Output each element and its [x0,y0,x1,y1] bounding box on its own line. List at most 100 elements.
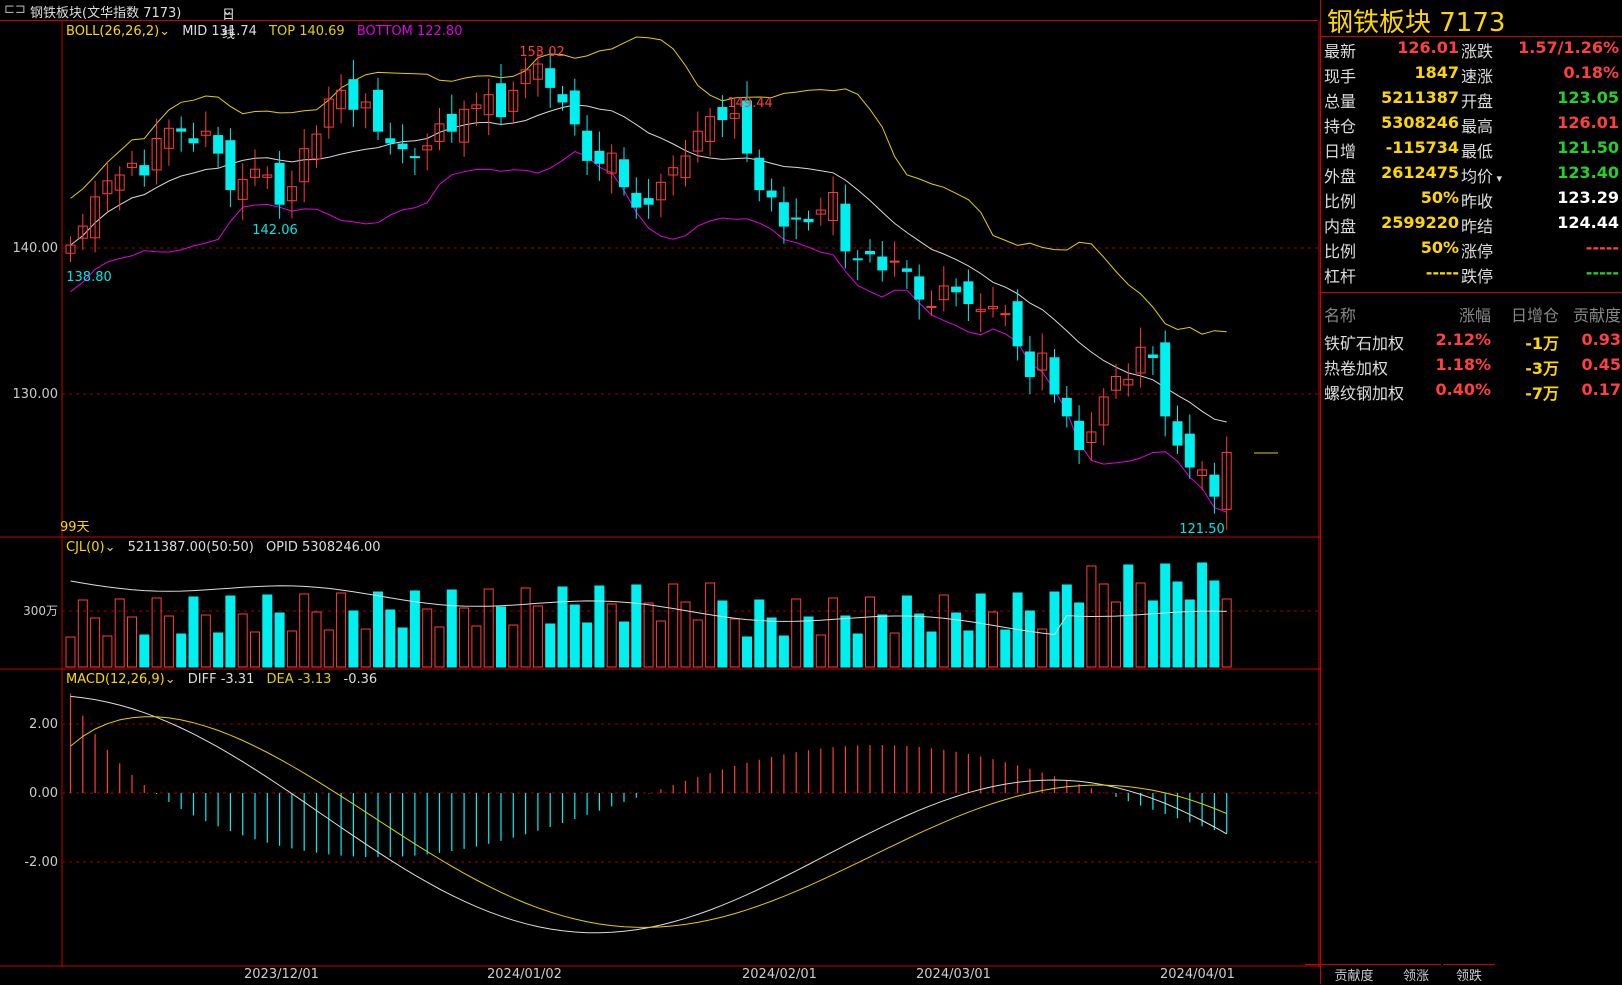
xaxis-label: 2024/04/01 [1160,967,1235,982]
quote-value: 5211387 [1381,88,1459,107]
candle [250,168,260,178]
table-header: 名称 [1324,306,1357,325]
volume-bar [385,609,396,668]
volume-bar [1061,584,1072,668]
instrument-title: 钢铁板块(文华指数 7173) [30,6,182,21]
volume-bar [409,590,420,668]
volume-bar [631,584,642,668]
volume-bar [606,603,617,668]
volume-bar [77,599,88,668]
tab-lead-down[interactable]: 领跌 [1443,964,1495,985]
candle [151,138,162,171]
quote-value: 124.44 [1557,213,1619,232]
volume-bar [102,635,113,668]
chart-area[interactable]: 140.00 130.00 300万 2.00 0.00 -2.00 BOLL(… [0,21,1320,967]
quote-value: -115734 [1385,138,1459,157]
tab-contrib[interactable]: 贡献度 [1305,964,1403,985]
chevron-down-icon: ⌄ [159,24,170,39]
candle [77,225,88,239]
quote-row: 内盘 2599220 昨结 124.44 [1321,213,1622,239]
volume-bar [1098,583,1109,668]
macd-series [69,693,1228,934]
volume-bar [766,617,777,668]
volume-bars [65,562,1232,668]
quote-value: 1847 [1414,63,1459,82]
macd-yaxis-0: 0.00 [29,786,58,801]
quote-label: 最高 [1461,117,1494,136]
candle [65,244,76,254]
candle [90,196,101,239]
volume-bar [200,614,211,668]
volume-bar [1074,602,1085,668]
quote-label: 速涨 [1461,67,1494,86]
candle [336,89,347,110]
macd-yaxis-m2: -2.00 [24,855,58,870]
candle [225,140,236,191]
candle [545,68,556,88]
candle [742,100,752,154]
volume-bar [188,596,199,668]
table-cell: 2.12% [1435,330,1491,349]
volume-bar [1172,581,1183,668]
boll-legend[interactable]: BOLL(26,26,2)⌄ MID 131.74 TOP 140.69 BOT… [66,24,462,39]
quote-label: 总量 [1324,92,1357,111]
tab-lead-up[interactable]: 领涨 [1391,964,1441,985]
volume-bar [545,623,556,668]
candle [459,108,470,143]
candle [1135,346,1146,374]
chevron-down-icon[interactable]: ▾ [1493,172,1503,185]
candle [262,174,273,178]
volume-bar [299,593,310,668]
volume-bar [434,626,445,668]
candle [901,268,912,272]
candle [311,133,322,160]
days-label: 99天 [60,520,90,535]
candle [434,123,445,142]
candle [840,203,851,252]
candle [102,180,113,195]
quote-value: 1.57/1.26% [1518,38,1619,57]
candle [619,159,629,188]
table-cell: 0.93 [1581,330,1621,349]
cjl-legend[interactable]: CJL(0)⌄ 5211387.00(50:50) OPID 5308246.0… [66,540,381,555]
volume-bar [1000,629,1011,668]
candle [1123,378,1134,386]
volume-bar [1111,601,1121,668]
candle [139,165,150,176]
volume-bar [889,632,900,668]
volume-bar [360,628,371,668]
quote-row: 杠杆 ----- 跌停 ----- [1321,263,1622,289]
quote-value: 123.40 [1557,163,1619,182]
volume-bar [778,635,789,668]
volume-bar [1197,562,1208,668]
quote-row: 持仓 5308246 最高 126.01 [1321,113,1622,139]
volume-bar [422,608,433,668]
candle [631,192,642,208]
volume-bar [938,594,949,668]
window-icon[interactable]: ⊏⊐ [4,2,26,17]
quote-label: 比例 [1324,242,1357,261]
candle [237,178,248,200]
volume-bar [336,592,347,668]
volume-bar [483,588,494,668]
quote-value: 126.01 [1397,38,1459,57]
volume-bar [914,613,925,668]
quote-row: 现手 1847 速涨 0.18% [1321,63,1622,89]
volume-bar [828,597,839,668]
candle [951,286,962,293]
volume-bar [729,618,740,668]
macd-legend[interactable]: MACD(12,26,9)⌄ DIFF -3.31 DEA -3.13 -0.3… [66,672,377,687]
xaxis-label: 2024/01/02 [487,967,562,982]
candle [557,94,568,103]
volume-bar [1184,599,1195,668]
volume-bar [348,610,359,668]
candle [1061,397,1072,417]
volume-bar [557,586,568,668]
volume-bar [951,612,962,668]
volume-bar [717,600,728,668]
table-cell: -1万 [1525,334,1559,353]
volume-bar [225,595,236,668]
kline-chart[interactable]: 140.00 130.00 300万 2.00 0.00 -2.00 BOLL(… [0,21,1320,967]
quote-value: ----- [1585,263,1619,282]
candle [705,116,716,142]
